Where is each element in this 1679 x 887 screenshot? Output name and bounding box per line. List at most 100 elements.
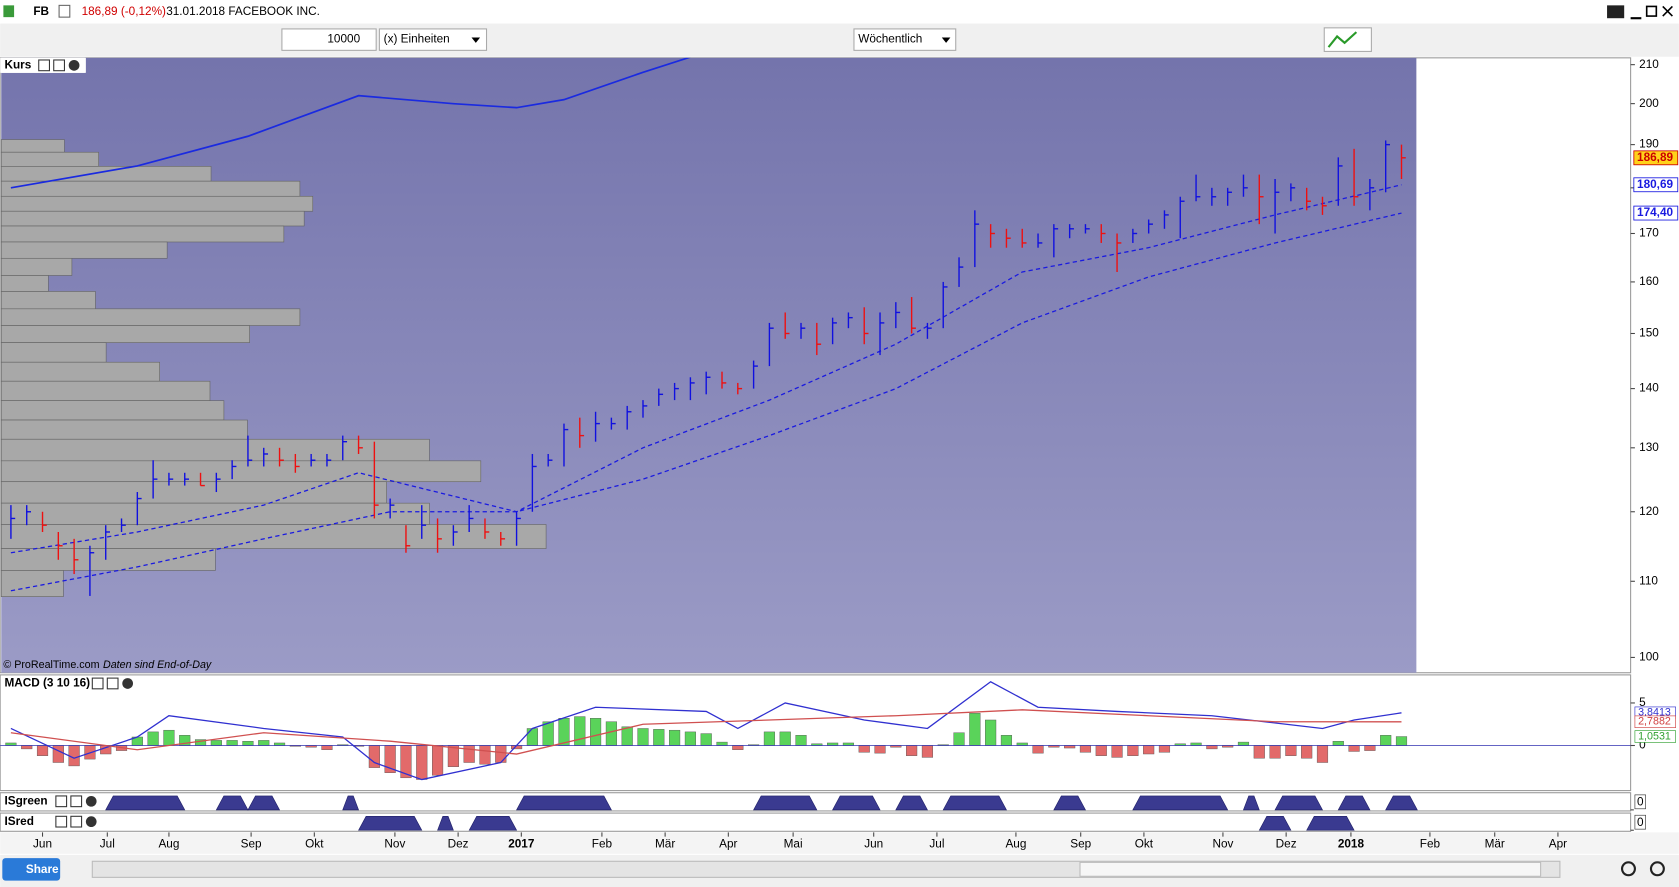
units[interactable]: (x) Einheiten	[384, 33, 450, 46]
histogram-bar	[985, 719, 997, 746]
histogram-bar	[763, 731, 775, 746]
maximize[interactable]	[1645, 5, 1658, 17]
period-select[interactable]	[853, 28, 957, 51]
volume-profile-bar	[0, 502, 430, 525]
symbol[interactable]: FB	[33, 5, 49, 18]
histogram-bar	[163, 729, 175, 746]
quantity[interactable]: 10000	[327, 33, 360, 46]
x-tick-label: Sep	[1070, 837, 1091, 850]
y-tick-label: 5	[1639, 696, 1646, 709]
window-icon[interactable]	[70, 815, 83, 828]
panel-label-box	[1, 675, 139, 691]
close-icon[interactable]	[122, 678, 134, 689]
volume-profile-bar	[0, 481, 387, 504]
signal-area	[516, 795, 612, 811]
close-icon[interactable]	[85, 816, 97, 828]
signal-area	[358, 815, 423, 831]
volume-profile-bar	[0, 380, 211, 402]
close-icon[interactable]	[85, 795, 97, 807]
panel-label-box	[1, 57, 85, 73]
signal-area	[1053, 795, 1086, 811]
volume-profile-bar	[0, 275, 49, 292]
y-tick-label: 200	[1639, 97, 1659, 110]
histogram-bar	[953, 732, 965, 746]
y-tick-label: 0	[1637, 816, 1644, 829]
dropdown-arrow	[471, 37, 481, 43]
y-tick-label: 150	[1639, 327, 1659, 340]
zoom-in[interactable]	[1649, 861, 1665, 877]
volume-profile-bar	[0, 291, 96, 310]
close-icon[interactable]	[68, 59, 80, 71]
quantity-input[interactable]	[281, 28, 377, 51]
x-axis	[0, 832, 1679, 854]
settings-icon[interactable]	[55, 815, 68, 828]
settings-icon[interactable]	[91, 677, 104, 690]
period[interactable]: Wöchentlich	[858, 33, 922, 46]
window-icon[interactable]	[70, 795, 83, 808]
signal-area	[437, 815, 454, 831]
last-value-label: 180,69	[1637, 178, 1673, 191]
volume-profile-bar	[0, 151, 99, 167]
last-value-label: 174,40	[1637, 206, 1673, 219]
x-tick-label: Nov	[384, 837, 405, 850]
volume-profile-bar	[0, 438, 430, 462]
histogram-bar	[1032, 745, 1044, 754]
signal-area	[1306, 815, 1355, 831]
units-select[interactable]	[378, 28, 488, 51]
app-icon[interactable]	[3, 5, 15, 18]
volume-profile-bar	[0, 180, 301, 197]
y-tick-label: 110	[1639, 574, 1658, 587]
histogram-bar	[906, 745, 918, 756]
scroll-thumb[interactable]	[1079, 861, 1542, 877]
zoom-out[interactable]	[1620, 861, 1636, 877]
signal-area	[895, 795, 928, 811]
signal-area	[1274, 795, 1324, 811]
histogram-bar	[1095, 745, 1107, 756]
x-tick-label: Feb	[592, 837, 613, 850]
share-button[interactable]	[2, 858, 61, 881]
histogram-bar	[479, 745, 491, 765]
window-icon[interactable]	[53, 59, 65, 72]
date-name: 31.01.2018 FACEBOOK INC.	[166, 5, 320, 18]
histogram-bar	[416, 745, 428, 780]
volume-profile-bar	[0, 241, 168, 259]
close[interactable]	[1662, 5, 1673, 17]
x-tick-label: Okt	[1135, 837, 1154, 850]
histogram-bar	[779, 731, 791, 746]
keyboard-icon[interactable]	[1607, 5, 1625, 19]
signal-area	[1337, 795, 1371, 811]
histogram-bar	[684, 731, 696, 746]
last-value-label: 1,0531	[1638, 730, 1671, 742]
signal-area	[105, 795, 186, 811]
signal-area	[753, 795, 818, 811]
last-value-box	[1634, 715, 1676, 728]
histogram-bar	[447, 745, 459, 767]
histogram-bar	[732, 745, 744, 750]
signal-area	[215, 795, 249, 811]
histogram-bar	[1158, 745, 1171, 753]
x-tick-label: 2018	[1338, 837, 1365, 850]
y-tick-label: 100	[1639, 651, 1659, 664]
window-icon[interactable]	[106, 677, 119, 690]
volume-profile-bar	[0, 419, 248, 440]
histogram-bar	[590, 718, 602, 746]
note: Daten sind End-of-Day	[103, 659, 212, 671]
settings-icon[interactable]	[38, 59, 50, 72]
x-tick-label: Aug	[1005, 837, 1026, 850]
panel-title: ISgreen	[4, 794, 47, 807]
last-value-label: 186,89	[1637, 151, 1673, 164]
last-value-box	[1633, 150, 1679, 166]
histogram-bar	[147, 731, 159, 746]
histogram-bar	[653, 729, 665, 746]
macd-panel	[0, 674, 1632, 792]
share-label[interactable]: Share	[26, 863, 59, 876]
panel-label-box	[1, 814, 102, 830]
x-tick-label: Dez	[1276, 837, 1297, 850]
histogram-bar	[621, 726, 633, 746]
volume-profile-bar	[0, 361, 160, 382]
info-icon[interactable]	[58, 4, 71, 18]
settings-icon[interactable]	[55, 795, 68, 808]
histogram-bar	[68, 745, 80, 767]
last-value-box	[1634, 730, 1676, 743]
histogram-bar	[495, 745, 507, 763]
